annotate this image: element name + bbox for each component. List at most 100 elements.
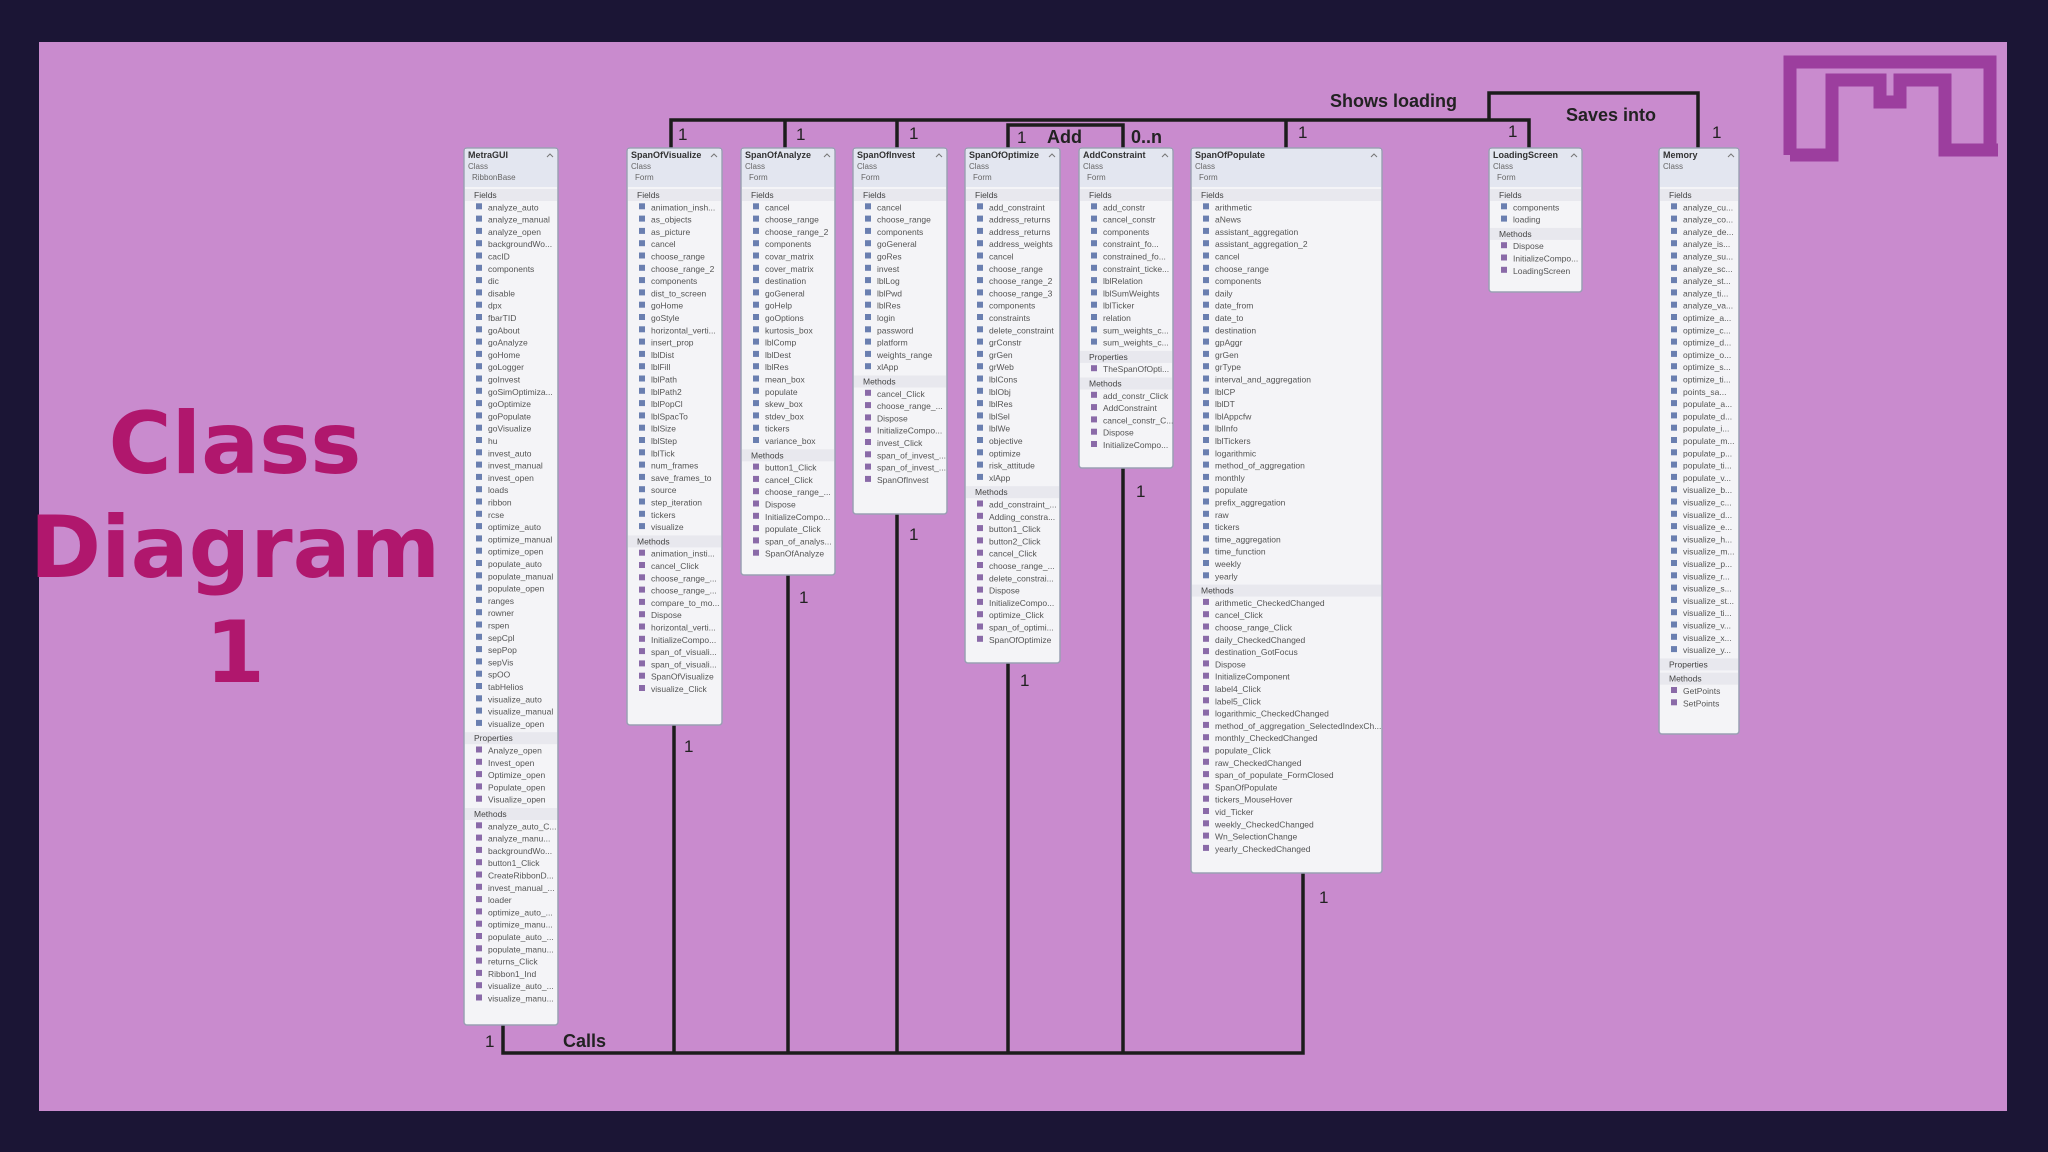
member: choose_range_Click (1215, 623, 1293, 633)
member: goRes (877, 252, 902, 262)
member-icon (753, 277, 759, 284)
member-icon (865, 203, 871, 210)
class-kind: Class (1195, 162, 1215, 171)
member-icon (753, 525, 759, 532)
member-icon (977, 387, 983, 394)
member-icon (1091, 215, 1097, 222)
member: visualize_p... (1683, 559, 1732, 569)
member: choose_range_... (651, 586, 717, 596)
member: yearly_CheckedChanged (1215, 844, 1311, 854)
member-icon (639, 523, 645, 530)
member: label4_Click (1215, 684, 1262, 694)
member-icon (476, 834, 482, 841)
member: populate_ti... (1683, 461, 1732, 471)
member: cancel_constr_C... (1103, 415, 1173, 425)
member: sum_weights_c... (1103, 325, 1169, 335)
member-icon (1203, 240, 1209, 247)
member: constraint_fo... (1103, 239, 1159, 249)
section-band (1660, 672, 1738, 685)
member-icon (865, 264, 871, 271)
member: daily_CheckedChanged (1215, 635, 1306, 645)
member-icon (977, 473, 983, 480)
member-icon (1203, 721, 1209, 728)
member-icon (977, 314, 983, 320)
title-line: 1 (205, 603, 265, 703)
member: gpAggr (1215, 338, 1243, 348)
member-icon (1091, 240, 1097, 247)
member: date_from (1215, 301, 1253, 311)
member-icon (865, 301, 871, 308)
member-icon (639, 574, 645, 581)
class-base: Form (1199, 173, 1218, 182)
member-icon (476, 908, 482, 915)
member: optimize_manu... (488, 920, 553, 930)
section-title: Properties (1089, 352, 1128, 362)
class-body (626, 147, 723, 726)
member-icon (639, 301, 645, 308)
member: vid_Ticker (1215, 807, 1254, 817)
section-title: Fields (863, 190, 886, 200)
member-icon (977, 424, 983, 431)
class-kind: Class (969, 162, 989, 171)
member: invest_manual_... (488, 883, 555, 893)
member: InitializeCompo... (1513, 254, 1578, 264)
class-base: Form (1497, 173, 1516, 182)
member: populate (1215, 485, 1248, 495)
member: goLogger (488, 362, 524, 372)
member: components (488, 264, 534, 274)
section-title: Methods (863, 377, 896, 387)
member: disable (488, 288, 515, 298)
member: visualize_m... (1683, 547, 1735, 557)
member: components (989, 301, 1035, 311)
member-icon (476, 486, 482, 493)
member-icon (1501, 215, 1507, 222)
member-icon (1203, 783, 1209, 790)
multiplicity: 1 (684, 737, 693, 756)
member-icon (1671, 621, 1677, 628)
member-icon (1671, 523, 1677, 530)
member: components (1103, 227, 1149, 237)
member-icon (1203, 363, 1209, 370)
member: interval_and_aggregation (1215, 375, 1311, 385)
member: lblPath2 (651, 387, 682, 397)
member: risk_attitude (989, 461, 1035, 471)
member: goAnalyze (488, 338, 528, 348)
member: destination (765, 276, 806, 286)
member: lblComp (765, 338, 796, 348)
member: raw_CheckedChanged (1215, 758, 1302, 768)
member: skew_box (765, 399, 804, 409)
member-icon (977, 635, 983, 642)
member: cacID (488, 252, 510, 262)
member-icon (977, 623, 983, 630)
member-icon (476, 658, 482, 665)
member-icon (753, 338, 759, 345)
member-icon (977, 449, 983, 456)
member: lblTickers (1215, 436, 1251, 446)
member-icon (1203, 572, 1209, 579)
member-icon (1671, 338, 1677, 345)
member: address_returns (989, 227, 1050, 237)
member-icon (1203, 301, 1209, 308)
member: choose_range (651, 252, 705, 262)
member-icon (476, 846, 482, 853)
member-icon (476, 338, 482, 345)
member: goGeneral (765, 288, 805, 298)
member-icon (639, 685, 645, 691)
class-base: Form (861, 173, 880, 182)
member-icon (1203, 808, 1209, 814)
section-band (742, 189, 834, 201)
member-icon (476, 746, 482, 753)
member: span_of_visuali... (651, 647, 717, 657)
member: arithmetic (1215, 202, 1253, 212)
member-icon (1671, 314, 1677, 320)
member: Optimize_open (488, 770, 545, 780)
member: tickers_MouseHover (1215, 795, 1293, 805)
member-icon (639, 350, 645, 357)
class-base: RibbonBase (472, 173, 516, 182)
member-icon (476, 560, 482, 566)
class-box: Memory Class Fields analyze_cu... analyze_co… (1658, 147, 1740, 735)
logo (1783, 55, 1998, 162)
member: hu (488, 436, 498, 446)
section-band (1490, 227, 1581, 240)
member: span_of_visuali... (651, 659, 717, 669)
